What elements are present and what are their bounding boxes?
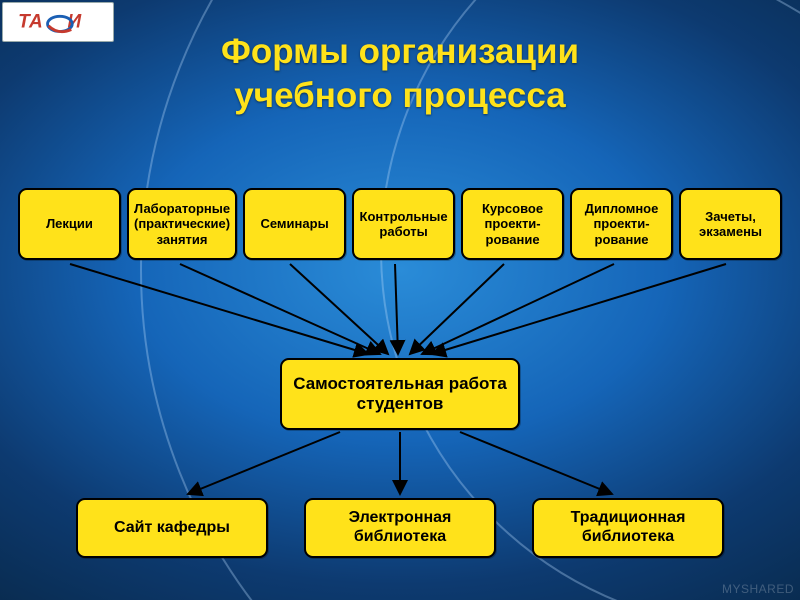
title-line1: Формы организации xyxy=(221,32,579,71)
node-library: Традиционная библиотека xyxy=(532,498,724,558)
node-selfstudy: Самостоятельная работа студентов xyxy=(280,358,520,430)
top-row: Лекции Лабораторные (практические) занят… xyxy=(18,188,782,260)
bottom-row: Сайт кафедры Электронная библиотека Трад… xyxy=(76,498,724,558)
watermark: MYSHARED xyxy=(722,582,794,596)
node-diploma: Дипломное проекти-рование xyxy=(570,188,673,260)
node-lectures: Лекции xyxy=(18,188,121,260)
node-labs: Лабораторные (практические) занятия xyxy=(127,188,237,260)
node-seminars: Семинары xyxy=(243,188,346,260)
node-dept-site: Сайт кафедры xyxy=(76,498,268,558)
node-elibrary: Электронная библиотека xyxy=(304,498,496,558)
node-tests: Контрольные работы xyxy=(352,188,455,260)
slide-title: Формы организации учебного процесса xyxy=(0,30,800,118)
node-exams: Зачеты, экзамены xyxy=(679,188,782,260)
node-coursework: Курсовое проекти-рование xyxy=(461,188,564,260)
title-line2: учебного процесса xyxy=(234,76,565,115)
